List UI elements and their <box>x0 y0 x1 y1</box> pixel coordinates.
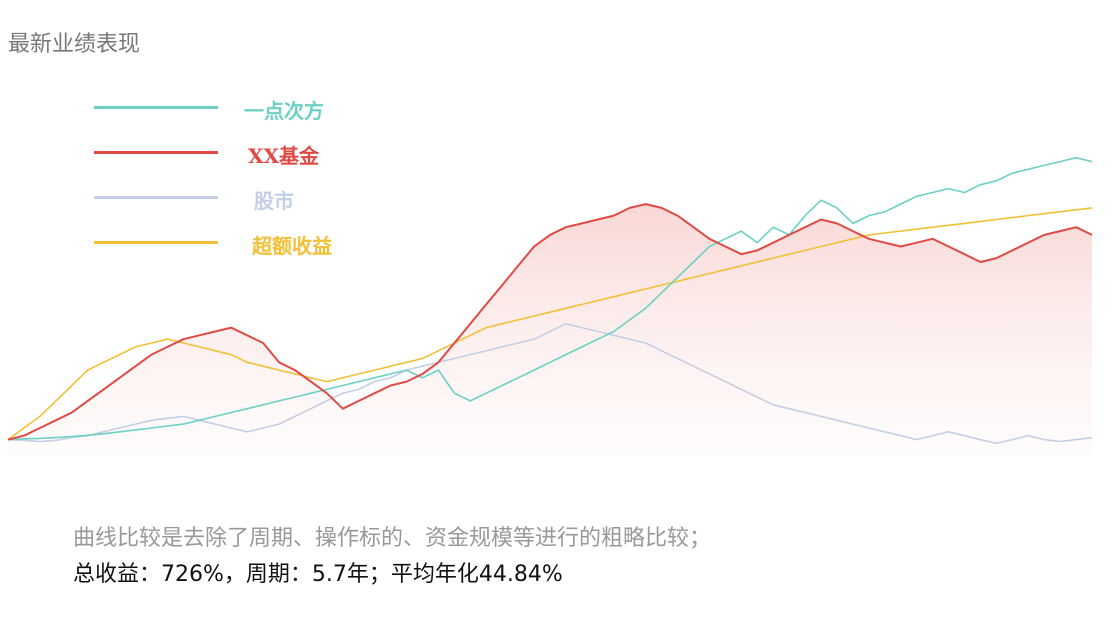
legend-item-excess: 超额收益 <box>94 230 414 258</box>
stock-line <box>7 322 1093 445</box>
comparison-note: 曲线比较是去除了周期、操作标的、资金规模等进行的粗略比较； <box>73 526 712 551</box>
legend-swatch <box>94 151 218 154</box>
legend-item-stock: 股市 <box>94 185 414 213</box>
legend-swatch <box>94 106 218 109</box>
performance-chart <box>7 156 1093 455</box>
legend-item-yidian: 一点次方 <box>94 95 414 123</box>
legend-label: 一点次方 <box>244 99 324 123</box>
legend-label: XX基金 <box>248 144 320 168</box>
excess-return-line <box>7 207 1093 441</box>
legend-swatch <box>94 196 218 199</box>
yidian-line <box>7 156 1093 441</box>
legend-swatch <box>94 241 218 244</box>
fund-area-fill <box>8 204 1092 455</box>
summary-stats: 总收益：726%，周期：5.7年；平均年化44.84% <box>73 562 563 587</box>
legend-label: 股市 <box>254 189 294 213</box>
legend-label: 超额收益 <box>252 234 332 258</box>
legend-item-fund: XX基金 <box>94 140 414 168</box>
fund-line <box>7 203 1093 441</box>
page-title: 最新业绩表现 <box>8 32 141 57</box>
